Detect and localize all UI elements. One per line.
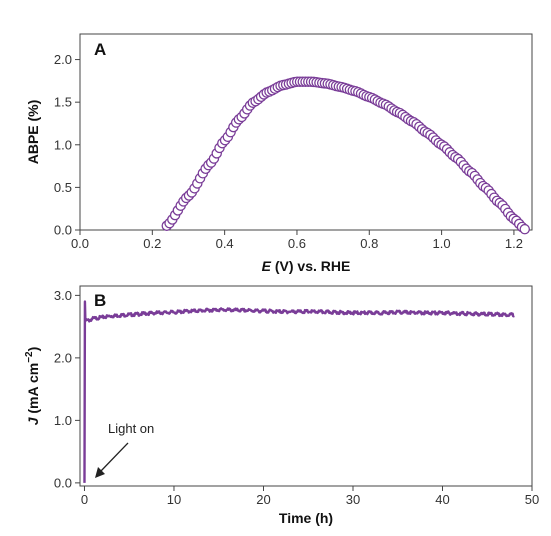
panel-b-x-ticks: 0 10 20 30 40 50 (81, 486, 539, 507)
panel-b-x-tick-label: 50 (525, 492, 539, 507)
panel-b-y-axis-variable: J (25, 416, 41, 425)
panel-a-x-tick-label: 0.8 (360, 236, 378, 251)
panel-a-y-ticks: 0.0 0.5 1.0 1.5 2.0 (54, 52, 80, 238)
panel-a-x-tick-label: 1.2 (505, 236, 523, 251)
panel-b-series (83, 300, 515, 483)
panel-b-y-axis-label: J (mA cm−2) (24, 347, 41, 426)
panel-b-y-tick-label: 0.0 (54, 475, 72, 490)
panel-b-x-tick-label: 10 (167, 492, 181, 507)
panel-a-plot-frame (79, 33, 533, 231)
panel-b-x-tick-label: 40 (435, 492, 449, 507)
panel-b-y-axis-unit-exponent: −2 (24, 351, 35, 363)
light-on-arrow-head (95, 467, 105, 478)
panel-a-x-tick-label: 0.2 (143, 236, 161, 251)
panel-b-y-axis-unit-close: ) (25, 347, 41, 352)
panel-a-y-axis-label: ABPE (%) (25, 100, 41, 165)
panel-a-x-tick-label: 0.0 (71, 236, 89, 251)
panel-b-y-axis-unit: (mA cm (25, 363, 41, 418)
panel-a-x-ticks: 0.0 0.2 0.4 0.6 0.8 1.0 1.2 (71, 230, 523, 251)
panel-b-x-tick-label: 20 (256, 492, 270, 507)
panel-a-y-tick-label: 0.5 (54, 180, 72, 195)
panel-a-y-tick-label: 2.0 (54, 52, 72, 67)
panel-b-y-tick-label: 1.0 (54, 413, 72, 428)
light-on-arrow (95, 442, 129, 478)
panel-a-x-tick-label: 1.0 (433, 236, 451, 251)
panel-a-x-tick-label: 0.6 (288, 236, 306, 251)
panel-a-x-axis-label: E (V) vs. RHE (262, 258, 351, 274)
panel-a-x-tick-label: 0.4 (216, 236, 234, 251)
panel-b-y-ticks: 0.0 1.0 2.0 3.0 (54, 288, 80, 490)
light-on-annotation: Light on (108, 421, 154, 436)
light-on-arrow-shaft (99, 442, 129, 473)
panel-b-y-tick-label: 2.0 (54, 350, 72, 365)
panel-b-y-tick-label: 3.0 (54, 288, 72, 303)
panel-a-y-tick-label: 1.5 (54, 95, 72, 110)
panel-a-x-axis-variable: E (262, 258, 272, 274)
panel-b-plot-frame (79, 285, 533, 487)
panel-a-y-tick-label: 1.0 (54, 137, 72, 152)
panel-a-data-point (519, 223, 531, 235)
panel-a-data-points (161, 76, 531, 235)
panel-b-x-tick-label: 0 (81, 492, 88, 507)
panel-a-y-tick-label: 0.0 (54, 223, 72, 238)
panel-b-label: B (94, 291, 106, 310)
panel-a-chart: 0.0 0.2 0.4 0.6 0.8 1.0 1.2 0.00.51.01.52.0 A … (25, 33, 533, 274)
panel-a-label: A (94, 40, 106, 59)
panel-b-chart: 0 10 20 30 40 50 0.0 1.0 2.0 3.0 B Time (h) J (m… (24, 285, 539, 526)
panel-b-x-tick-label: 30 (346, 492, 360, 507)
panel-a-x-axis-unit: (V) vs. RHE (271, 258, 350, 274)
panel-b-x-axis-label: Time (h) (279, 510, 333, 526)
panel-b-current-trace (83, 300, 515, 483)
